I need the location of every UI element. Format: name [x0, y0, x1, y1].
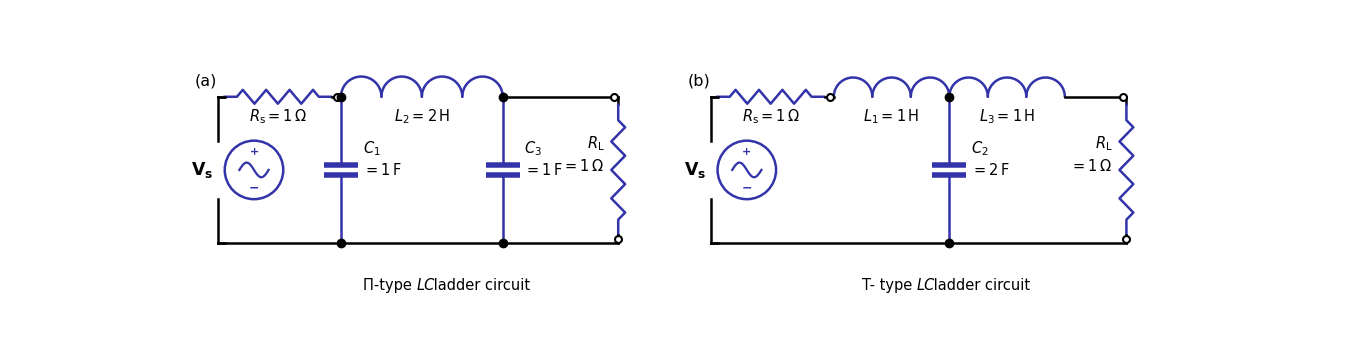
Text: $L_2=2\,\mathrm{H}$: $L_2=2\,\mathrm{H}$ [394, 107, 450, 126]
Text: $=1\,\mathrm{F}$: $=1\,\mathrm{F}$ [362, 162, 401, 178]
Text: (a): (a) [195, 74, 217, 89]
Text: $R_\mathrm{L}$: $R_\mathrm{L}$ [587, 134, 604, 153]
Text: T- type: T- type [861, 278, 917, 293]
Text: $C_2$: $C_2$ [970, 140, 988, 159]
Text: $=1\,\mathrm{F}$: $=1\,\mathrm{F}$ [525, 162, 564, 178]
Text: +: + [249, 147, 258, 157]
Text: $R_\mathrm{s}=1\,\Omega$: $R_\mathrm{s}=1\,\Omega$ [742, 107, 800, 126]
Text: $L_3=1\,\mathrm{H}$: $L_3=1\,\mathrm{H}$ [979, 107, 1035, 126]
Text: $\mathbf{V}_\mathbf{s}$: $\mathbf{V}_\mathbf{s}$ [191, 160, 213, 180]
Text: $=1\,\Omega$: $=1\,\Omega$ [1070, 158, 1113, 174]
Text: $C_1$: $C_1$ [362, 140, 381, 159]
Text: LC: LC [917, 278, 935, 293]
Text: Π-type: Π-type [363, 278, 416, 293]
Text: −: − [742, 182, 752, 195]
Text: LC: LC [416, 278, 435, 293]
Text: $\mathbf{V}_\mathbf{s}$: $\mathbf{V}_\mathbf{s}$ [684, 160, 707, 180]
Text: $=2\,\mathrm{F}$: $=2\,\mathrm{F}$ [970, 162, 1010, 178]
Text: ladder circuit: ladder circuit [929, 278, 1031, 293]
Text: ladder circuit: ladder circuit [429, 278, 530, 293]
Text: +: + [742, 147, 751, 157]
Text: (b): (b) [688, 74, 711, 89]
Text: $C_3$: $C_3$ [525, 140, 542, 159]
Text: $=1\,\Omega$: $=1\,\Omega$ [563, 158, 604, 174]
Text: $L_1=1\,\mathrm{H}$: $L_1=1\,\mathrm{H}$ [863, 107, 919, 126]
Text: −: − [249, 182, 260, 195]
Text: $R_\mathrm{s}=1\,\Omega$: $R_\mathrm{s}=1\,\Omega$ [249, 107, 307, 126]
Text: $R_\mathrm{L}$: $R_\mathrm{L}$ [1094, 134, 1113, 153]
